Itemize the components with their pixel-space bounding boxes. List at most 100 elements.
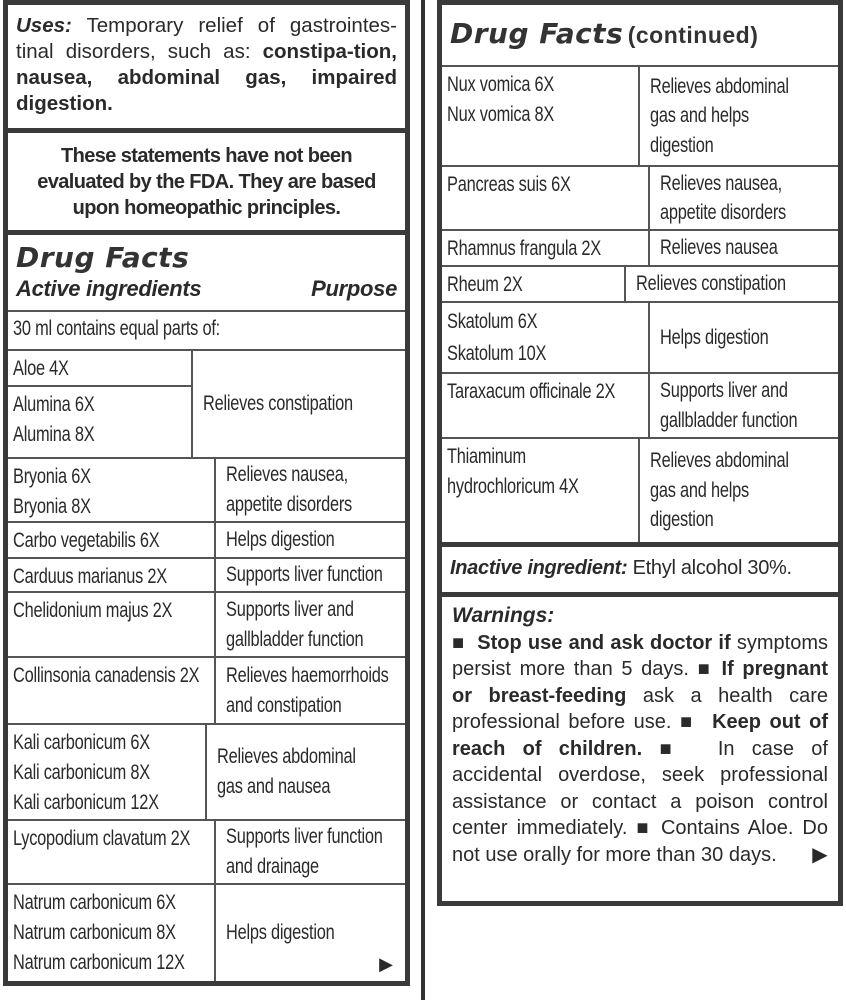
purpose-text: gallbladder function xyxy=(226,627,364,651)
purpose-cell: Helps digestion ▶ xyxy=(216,885,405,981)
purpose-cell: Supports liver function xyxy=(216,559,437,591)
purpose-cell: Supports liver function and drainage xyxy=(216,821,437,883)
purpose-text: Supports liver and xyxy=(660,379,788,402)
ingredient-group: Kali carbonicum 6X Kali carbonicum 8X Kali… xyxy=(8,725,205,821)
left-ingredients-table: Aloe 4X Alumina 6X Alumina 8X Relieves cons… xyxy=(8,351,405,981)
ingredient-row: Nux vomica 6X Nux vomica 8X Relieves abdom… xyxy=(442,67,838,167)
ingredient-cell: Carduus marianus 2X xyxy=(8,559,216,591)
ingredient-name: Bryonia 8X xyxy=(13,495,91,518)
warning-overdose: In case of accidental overdose, seek pro… xyxy=(452,737,828,840)
ingredient-name: Rhamnus frangula 2X xyxy=(447,237,601,260)
purpose-text: Relieves abdominal xyxy=(217,745,356,768)
purpose-text: Supports liver function xyxy=(226,563,383,586)
inactive-text: Ethyl alcohol 30%. xyxy=(632,557,792,579)
uses-label: Uses: xyxy=(16,14,72,37)
purpose-text: Relieves nausea, xyxy=(660,171,782,195)
ingredient-cell: Bryonia 6X Bryonia 8X xyxy=(8,459,216,521)
uses-conditions: constipa-tion, nausea, abdominal gas, im… xyxy=(16,40,397,115)
warning-keep-out: Keep out of reach of children. xyxy=(452,711,828,760)
purpose-text: Helps digestion xyxy=(226,528,335,551)
purpose-text: Supports liver function xyxy=(226,825,383,848)
ingredient-name: Taraxacum officinale 2X xyxy=(447,380,616,403)
ingredient-group: Rheum 2X xyxy=(442,267,624,303)
ingredient-row: Chelidonium majus 2X Supports liver and ga… xyxy=(8,593,405,658)
purpose-cell: Relieves nausea, appetite disorders xyxy=(650,167,838,229)
uses-text: Temporary relief of gastrointes-tinal di… xyxy=(16,14,398,63)
bullet-icon: ■ xyxy=(697,658,713,680)
ingredient-row: Thiaminum hydrochloricum 4X Relieves abdom… xyxy=(442,439,838,542)
uses-section: Uses: Temporary relief of gastrointes-ti… xyxy=(8,5,405,133)
purpose-text: Relieves constipation xyxy=(635,272,786,296)
purpose-text: digestion xyxy=(650,133,714,157)
purpose-text: gas and nausea xyxy=(217,775,331,798)
ingredient-group: Taraxacum officinale 2X xyxy=(442,374,648,437)
ingredient-cell: Carbo vegetabilis 6X xyxy=(8,523,216,557)
purpose-cell: Relieves constipation xyxy=(626,267,838,301)
bullet-icon: ■ xyxy=(636,817,652,839)
ingredient-cell: Natrum carbonicum 6X Natrum carbonicum 8X… xyxy=(8,885,216,981)
continue-arrow-icon: ▶ xyxy=(379,954,393,974)
ingredient-name: Pancreas suis 6X xyxy=(447,173,571,196)
purpose-text: gas and helps xyxy=(650,104,750,128)
purpose-text: Supports liver and xyxy=(226,597,354,621)
ingredient-row: Bryonia 6X Bryonia 8X Relieves nausea, appe… xyxy=(8,459,405,523)
purpose-cell: Helps digestion xyxy=(650,303,838,372)
ingredient-name: Skatolum 6X xyxy=(447,310,538,333)
purpose-heading: Purpose xyxy=(311,276,397,301)
ingredient-group: Pancreas suis 6X xyxy=(442,167,648,229)
active-ingredients-heading: Active ingredients xyxy=(16,276,202,301)
purpose-text: Relieves nausea xyxy=(660,236,778,260)
ingredient-row: Skatolum 6X Skatolum 10X Helps digestion xyxy=(442,303,838,374)
ingredient-row: Natrum carbonicum 6X Natrum carbonicum 8X… xyxy=(8,885,405,981)
ingredient-cell: Pancreas suis 6X xyxy=(442,167,650,229)
ingredient-name: Natrum carbonicum 12X xyxy=(13,951,185,974)
purpose-text: and drainage xyxy=(226,855,319,878)
ingredient-group: Rhamnus frangula 2X xyxy=(442,231,648,267)
ingredient-group: Natrum carbonicum 6X Natrum carbonicum 8X… xyxy=(8,885,214,981)
ingredient-cell: Taraxacum officinale 2X xyxy=(442,374,650,437)
purpose-text: and constipation xyxy=(226,693,342,717)
ingredient-name: Skatolum 10X xyxy=(447,341,547,365)
ingredient-cell: Aloe 4X Alumina 6X Alumina 8X xyxy=(8,351,193,457)
continued-label: (continued) xyxy=(627,22,759,48)
ingredient-group: Carbo vegetabilis 6X xyxy=(8,523,214,559)
ingredient-name: Carbo vegetabilis 6X xyxy=(13,529,160,552)
purpose-cell: Helps digestion xyxy=(216,523,405,557)
ingredient-name: Rheum 2X xyxy=(447,273,523,296)
warning-pregnant: If pregnant or breast-feeding xyxy=(452,658,828,707)
purpose-text: digestion xyxy=(650,508,714,532)
purpose-text: gallbladder function xyxy=(660,408,798,432)
ingredient-name: Natrum carbonicum 8X xyxy=(13,921,176,944)
ingredient-name: Kali carbonicum 6X xyxy=(13,731,150,754)
ingredient-name: Carduus marianus 2X xyxy=(13,565,167,588)
purpose-text: gas and helps xyxy=(650,478,750,502)
warning-stop-use: Stop use and ask doctor if xyxy=(477,631,731,654)
ingredient-cell: Rhamnus frangula 2X xyxy=(442,231,650,265)
purpose-text: Relieves constipation xyxy=(202,392,353,415)
purpose-cell: Relieves abdominal gas and helps digestion xyxy=(640,67,838,165)
ingredient-cell: Collinsonia canadensis 2X xyxy=(8,658,216,723)
ingredient-cell: Chelidonium majus 2X xyxy=(8,593,216,656)
ingredient-name: Chelidonium majus 2X xyxy=(13,599,173,622)
ingredient-name: Thiaminum xyxy=(447,445,526,468)
ingredient-group: Alumina 6X Alumina 8X xyxy=(8,387,191,457)
ingredient-group: Carduus marianus 2X xyxy=(8,559,214,595)
ingredient-row: Carbo vegetabilis 6X Helps digestion xyxy=(8,523,405,559)
ingredient-cell: Nux vomica 6X Nux vomica 8X xyxy=(442,67,641,165)
intro-text: 30 ml contains equal parts of: xyxy=(13,317,220,340)
purpose-text: Relieves haemorrhoids xyxy=(226,663,389,687)
ingredient-cell: Kali carbonicum 6X Kali carbonicum 8X Kali… xyxy=(8,725,208,821)
fda-statement: These statements have not been evaluated… xyxy=(8,133,405,235)
ingredient-name: Kali carbonicum 8X xyxy=(13,761,150,784)
ingredient-group: Collinsonia canadensis 2X xyxy=(8,658,214,723)
ingredient-cell: Thiaminum hydrochloricum 4X xyxy=(442,439,641,542)
purpose-cell: Relieves nausea xyxy=(650,231,838,265)
ingredient-name: Natrum carbonicum 6X xyxy=(13,891,176,914)
bullet-icon: ■ xyxy=(659,737,684,760)
ingredient-group: Skatolum 6X Skatolum 10X xyxy=(442,303,648,372)
purpose-text: appetite disorders xyxy=(226,493,353,516)
purpose-cell: Relieves haemorrhoids and constipation xyxy=(216,658,444,723)
purpose-text: Relieves abdominal xyxy=(650,74,789,98)
ingredient-cell: Rheum 2X xyxy=(442,267,626,301)
panel-divider xyxy=(421,0,425,1000)
